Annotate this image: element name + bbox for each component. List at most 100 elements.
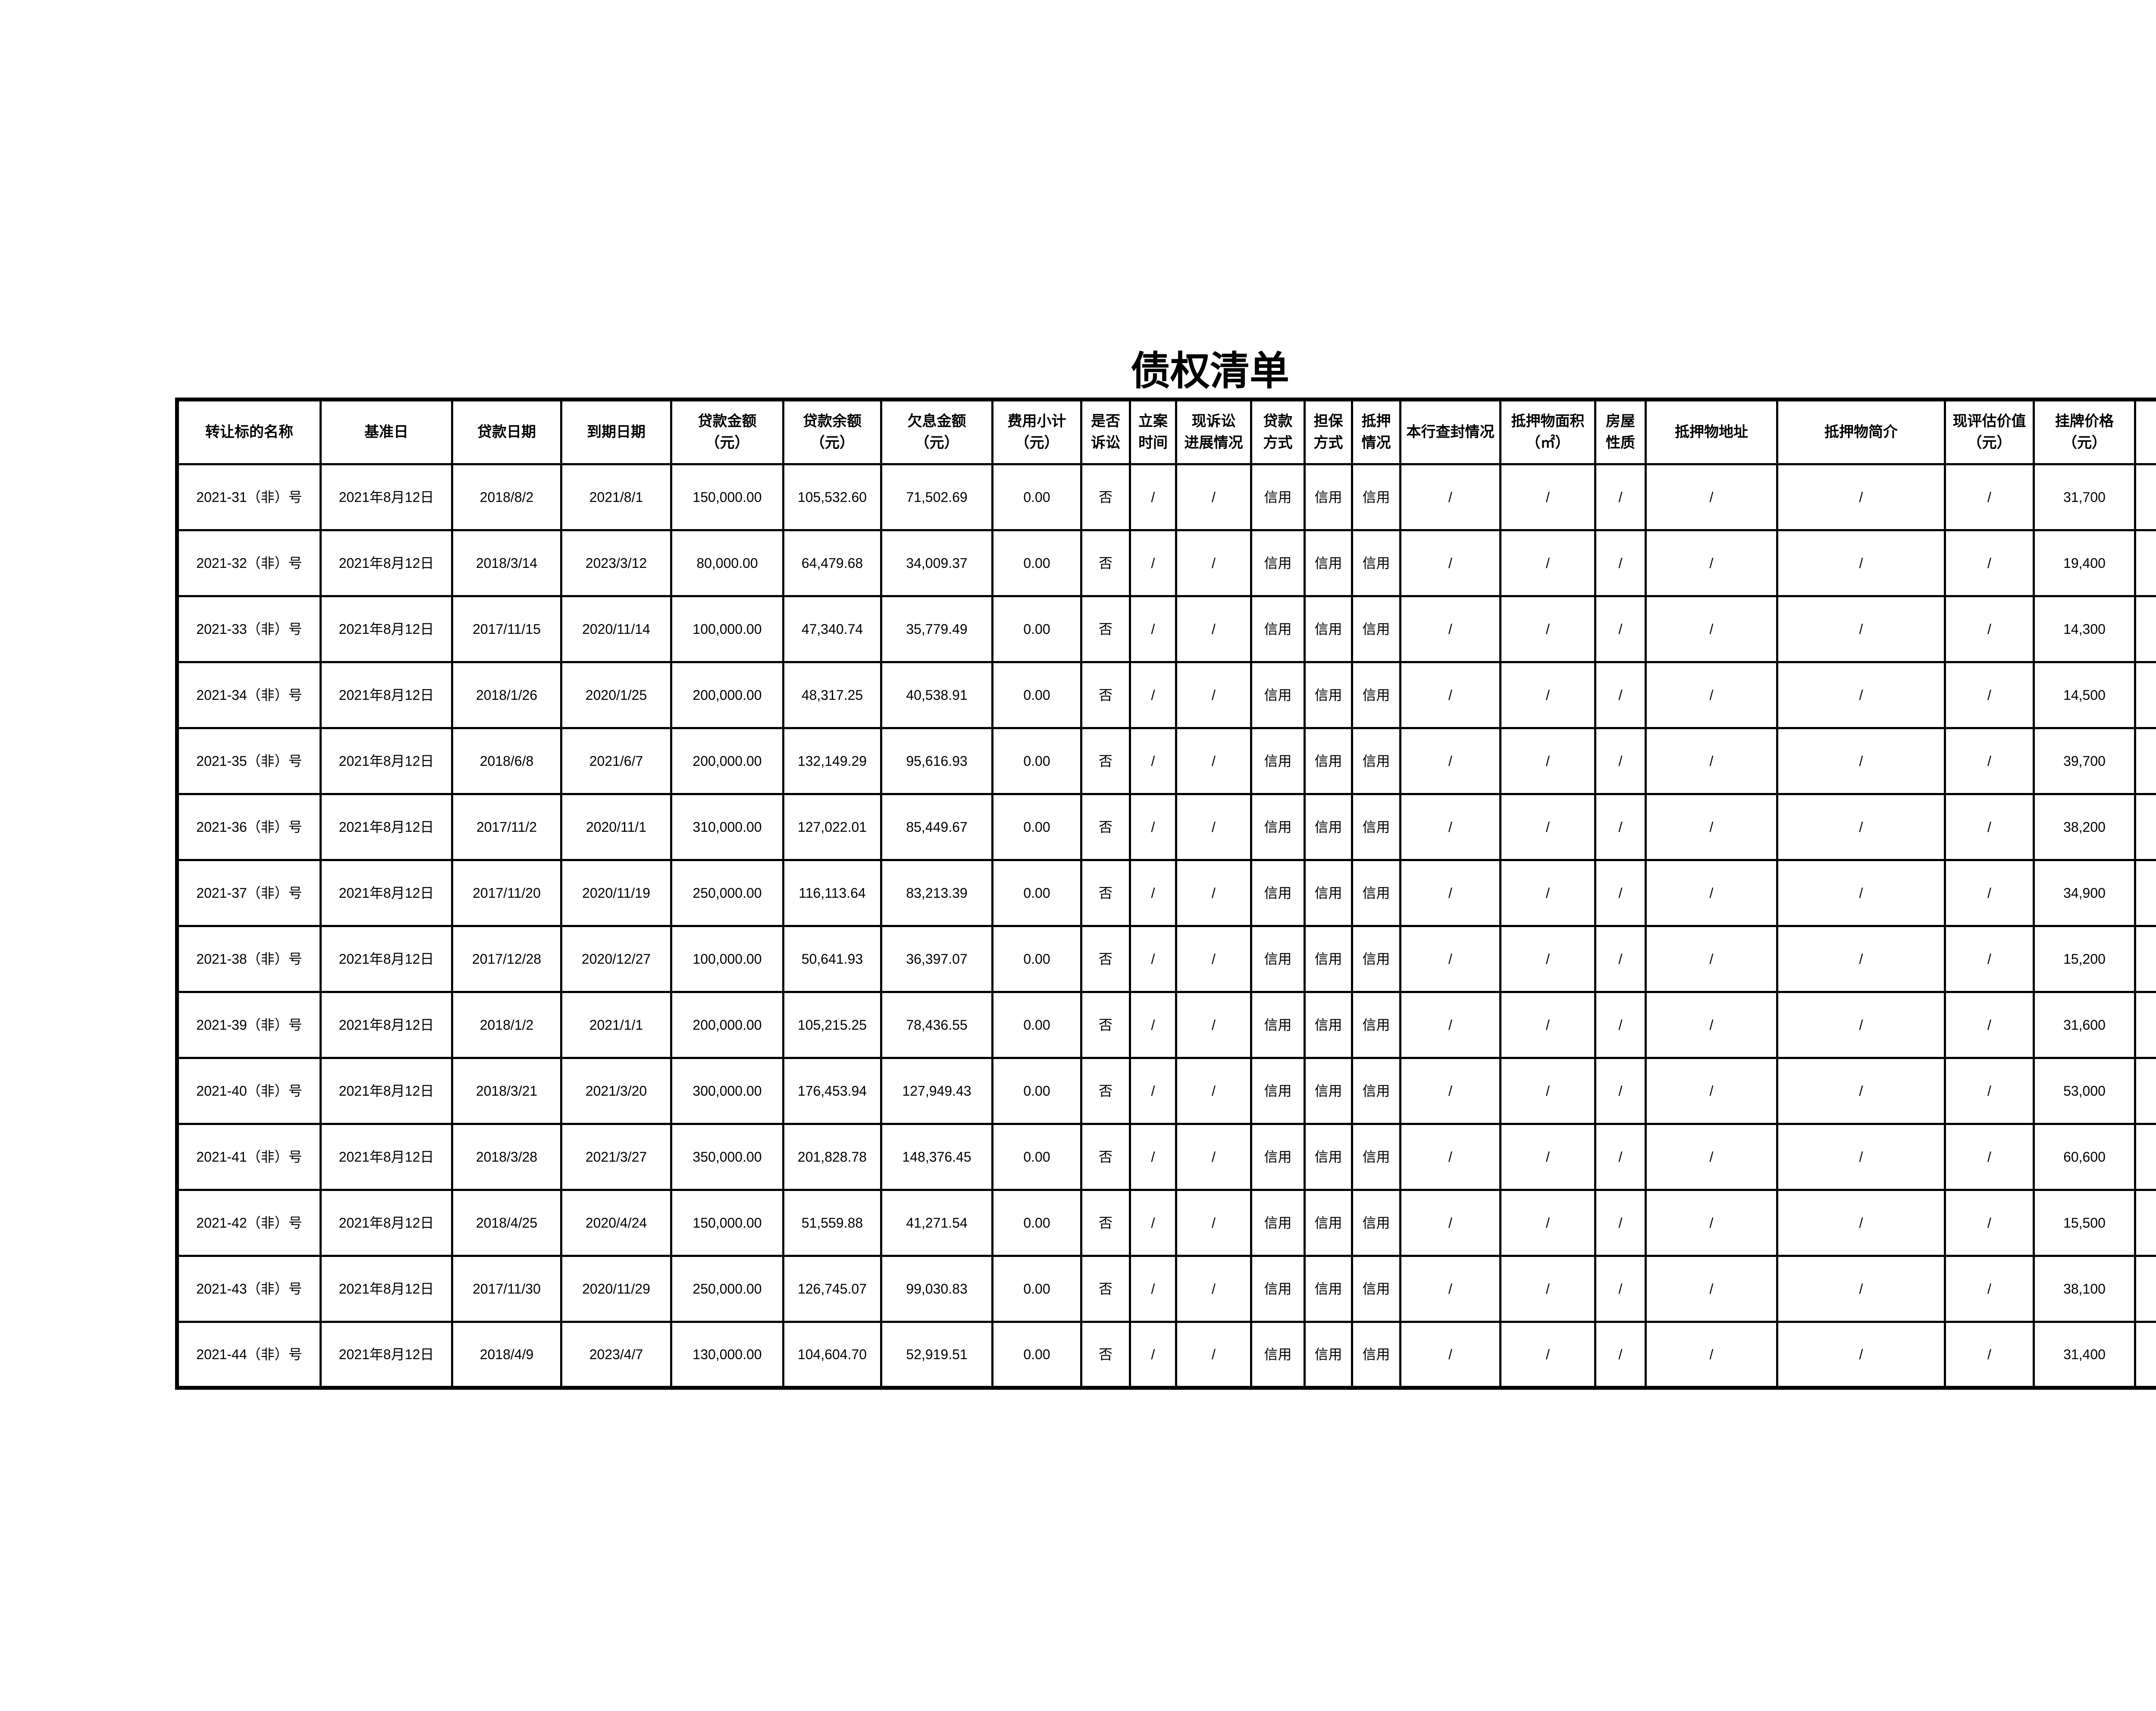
- cell: 2021年8月12日: [320, 1255, 453, 1323]
- cell: /: [1499, 529, 1596, 597]
- cell: 2020/11/1: [560, 793, 672, 861]
- cell: /: [1129, 661, 1177, 729]
- cell: /: [1499, 1057, 1596, 1125]
- column-header: 立案 时间: [1129, 398, 1177, 465]
- cell: /: [1594, 991, 1647, 1059]
- cell: 3,160: [2134, 991, 2156, 1059]
- cell: 信用: [1351, 1057, 1401, 1125]
- cell: /: [1175, 463, 1252, 531]
- cell: 127,949.43: [880, 1057, 993, 1125]
- cell: 2021年8月12日: [320, 1321, 453, 1389]
- cell: /: [1944, 925, 2035, 993]
- cell: /: [1129, 529, 1177, 597]
- cell: 2018/4/25: [451, 1189, 562, 1257]
- cell: 信用: [1304, 727, 1353, 795]
- cell: /: [1944, 859, 2035, 927]
- cell: 信用: [1250, 661, 1306, 729]
- cell: 信用: [1250, 727, 1306, 795]
- cell: 2021年8月12日: [320, 991, 453, 1059]
- cell: /: [1944, 727, 2035, 795]
- cell: 2021年8月12日: [320, 1123, 453, 1191]
- cell: /: [1499, 1123, 1596, 1191]
- cell: 2017/11/30: [451, 1255, 562, 1323]
- column-header: 到期日期: [560, 398, 672, 465]
- cell: /: [1399, 1123, 1501, 1191]
- cell: 3,490: [2134, 859, 2156, 927]
- cell: 47,340.74: [782, 595, 882, 663]
- cell: /: [1944, 661, 2035, 729]
- cell: /: [1175, 991, 1252, 1059]
- cell: /: [1499, 925, 1596, 993]
- cell: 201,828.78: [782, 1123, 882, 1191]
- cell: 0.00: [991, 1123, 1082, 1191]
- cell: 83,213.39: [880, 859, 993, 927]
- cell: 14,300: [2033, 595, 2136, 663]
- cell: /: [1175, 1057, 1252, 1125]
- cell: /: [1776, 1189, 1946, 1257]
- cell: /: [1645, 793, 1778, 861]
- cell: /: [1129, 991, 1177, 1059]
- cell: /: [1129, 463, 1177, 531]
- cell: /: [1645, 1057, 1778, 1125]
- cell: /: [1399, 1189, 1501, 1257]
- cell: 信用: [1351, 661, 1401, 729]
- cell: /: [1175, 1321, 1252, 1389]
- cell: 31,400: [2033, 1321, 2136, 1389]
- cell: 2021-41（非）号: [176, 1123, 322, 1191]
- cell: /: [1499, 595, 1596, 663]
- cell: /: [1175, 661, 1252, 729]
- cell: /: [1776, 859, 1946, 927]
- cell: 信用: [1351, 1321, 1401, 1389]
- cell: /: [1175, 1189, 1252, 1257]
- cell: /: [1129, 1057, 1177, 1125]
- cell: 6,060: [2134, 1123, 2156, 1191]
- cell: 100,000.00: [670, 595, 784, 663]
- cell: /: [1944, 1255, 2035, 1323]
- cell: /: [1175, 1255, 1252, 1323]
- cell: 51,559.88: [782, 1189, 882, 1257]
- cell: 信用: [1351, 859, 1401, 927]
- table-row: 2021-32（非）号 2021年8月12日 2018/3/14 2023/3/12 8…: [176, 529, 2156, 597]
- cell: /: [1944, 1057, 2035, 1125]
- cell: /: [1175, 529, 1252, 597]
- cell: 2021年8月12日: [320, 529, 453, 597]
- cell: 2018/3/14: [451, 529, 562, 597]
- cell: /: [1399, 529, 1501, 597]
- cell: /: [1944, 1321, 2035, 1389]
- cell: 信用: [1351, 991, 1401, 1059]
- cell: 信用: [1351, 793, 1401, 861]
- cell: 0.00: [991, 1057, 1082, 1125]
- cell: 2018/1/26: [451, 661, 562, 729]
- cell: /: [1944, 991, 2035, 1059]
- table-row: 2021-44（非）号 2021年8月12日 2018/4/9 2023/4/7 130…: [176, 1321, 2156, 1389]
- cell: 信用: [1304, 793, 1353, 861]
- column-header: 费用小计 （元）: [991, 398, 1082, 465]
- column-header: 贷款金额 （元）: [670, 398, 784, 465]
- cell: 信用: [1250, 925, 1306, 993]
- cell: 2021年8月12日: [320, 463, 453, 531]
- cell: 信用: [1351, 1123, 1401, 1191]
- table-row: 2021-38（非）号 2021年8月12日 2017/12/28 2020/12/2…: [176, 925, 2156, 993]
- cell: 2021-39（非）号: [176, 991, 322, 1059]
- cell: 40,538.91: [880, 661, 993, 729]
- cell: /: [1175, 1123, 1252, 1191]
- cell: /: [1594, 1255, 1647, 1323]
- cell: 否: [1080, 727, 1131, 795]
- table-row: 2021-41（非）号 2021年8月12日 2018/3/28 2021/3/27 3…: [176, 1123, 2156, 1191]
- cell: 信用: [1250, 1057, 1306, 1125]
- column-header: 贷款余额 （元）: [782, 398, 882, 465]
- cell: /: [1776, 793, 1946, 861]
- cell: 2021年8月12日: [320, 1189, 453, 1257]
- cell: 0.00: [991, 529, 1082, 597]
- cell: 31,600: [2033, 991, 2136, 1059]
- column-header: 现评估价值 （元）: [1944, 398, 2035, 465]
- cell: /: [1594, 925, 1647, 993]
- cell: 信用: [1250, 859, 1306, 927]
- column-header: 抵押物简介: [1776, 398, 1946, 465]
- cell: 2021-38（非）号: [176, 925, 322, 993]
- header-row: 转让标的名称 基准日 贷款日期 到期日期 贷款金额 （元） 贷款余额 （元） 欠息金额 （元…: [176, 398, 2156, 465]
- cell: 52,919.51: [880, 1321, 993, 1389]
- cell: 信用: [1304, 595, 1353, 663]
- cell: 38,200: [2033, 793, 2136, 861]
